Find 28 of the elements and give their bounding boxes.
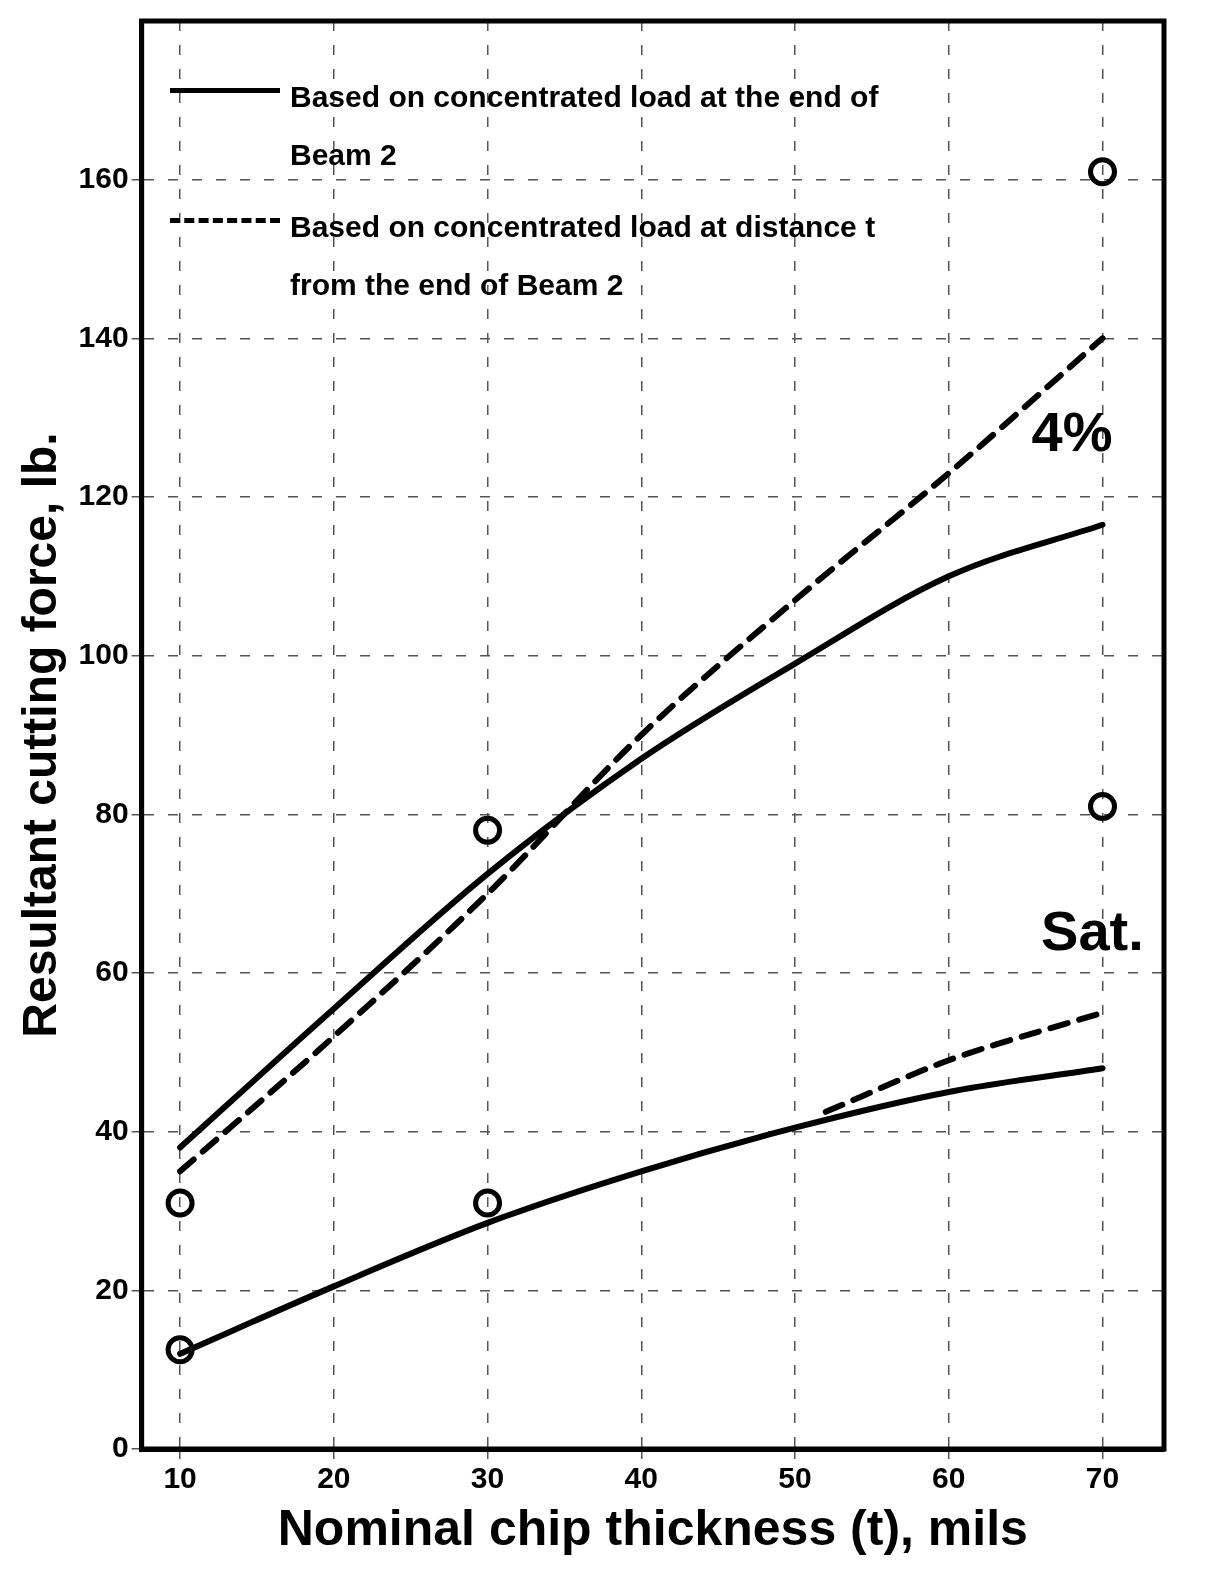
point <box>473 1188 503 1218</box>
y-tick-label: 60 <box>95 954 129 988</box>
y-tick-label: 40 <box>95 1112 129 1146</box>
y-tick-label: 140 <box>78 319 129 353</box>
x-tick-label: 40 <box>624 1461 658 1495</box>
y-tick-label: 20 <box>95 1271 129 1305</box>
x-tick-label: 20 <box>317 1461 351 1495</box>
y-axis-title: Resultant cutting force, lb. <box>13 432 67 1038</box>
point <box>165 1188 195 1218</box>
y-tick-label: 160 <box>78 160 129 194</box>
x-tick-label: 30 <box>470 1461 505 1495</box>
point <box>473 815 503 845</box>
legend-label: Based on concentrated load at distance t from the end of Beam 2 <box>290 209 877 303</box>
x-tick-label: 50 <box>778 1461 812 1495</box>
x-tick-label: 60 <box>932 1461 966 1495</box>
y-tick-label: 0 <box>111 1430 129 1464</box>
point <box>165 1335 195 1365</box>
point <box>1088 791 1118 821</box>
legend-label: Based on concentrated load at the end of Beam 2 <box>290 79 880 173</box>
annotation: 4% <box>1031 399 1113 463</box>
x-tick-label: 10 <box>163 1461 197 1495</box>
y-tick-label: 80 <box>95 795 129 829</box>
y-tick-label: 100 <box>78 636 129 670</box>
annotation: Sat. <box>1041 899 1144 963</box>
x-tick-label: 70 <box>1085 1461 1120 1495</box>
x-axis-title: Nominal chip thickness (t), mils <box>277 1499 1028 1556</box>
point <box>1088 157 1118 187</box>
y-tick-label: 120 <box>78 478 129 512</box>
